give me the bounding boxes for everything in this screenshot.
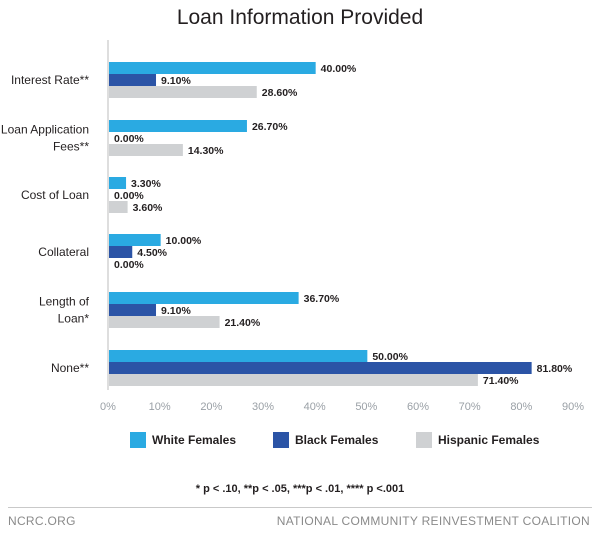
- footer-divider: [8, 507, 592, 508]
- legend: White Females Black Females Hispanic Fem…: [0, 432, 600, 454]
- bar: [109, 177, 127, 189]
- category-label: None**: [51, 361, 89, 375]
- bar-value-label: 9.10%: [161, 305, 191, 317]
- bar-chart: Interest Rate** 40.00% 9.10% 28.60% Loan App…: [1, 40, 584, 413]
- bar: [109, 62, 316, 74]
- bar-value-label: 14.30%: [188, 145, 224, 157]
- bar: [109, 201, 128, 213]
- bar-value-label: 9.10%: [161, 75, 191, 87]
- x-tick-label: 60%: [407, 401, 429, 413]
- category-label: Collateral: [38, 245, 89, 259]
- x-tick-label: 20%: [200, 401, 222, 413]
- bar: [109, 292, 299, 304]
- bar: [109, 246, 133, 258]
- legend-item-black-females: Black Females: [273, 432, 378, 448]
- x-tick-label: 80%: [510, 401, 532, 413]
- bar-value-label: 81.80%: [537, 363, 573, 375]
- significance-footnote: * p < .10, **p < .05, ***p < .01, **** p…: [195, 483, 405, 495]
- legend-swatch-black-females: [273, 432, 289, 448]
- bar-value-label: 3.60%: [133, 202, 163, 214]
- bar-value-label: 40.00%: [321, 63, 357, 75]
- category-label: Loan Application Fees**: [1, 123, 89, 154]
- bar: [109, 234, 161, 246]
- bar: [109, 86, 257, 98]
- bar: [109, 120, 247, 132]
- x-tick-label: 70%: [459, 401, 481, 413]
- bar: [109, 144, 183, 156]
- legend-item-white-females: White Females: [130, 432, 236, 448]
- bar-value-label: 0.00%: [114, 133, 144, 145]
- chart-title: Loan Information Provided: [176, 6, 424, 29]
- bar-value-label: 36.70%: [304, 293, 340, 305]
- x-tick-label: 90%: [562, 401, 584, 413]
- bar-value-label: 3.30%: [131, 178, 161, 190]
- bar-value-label: 10.00%: [166, 235, 202, 247]
- footer-site: NCRC.ORG: [8, 514, 76, 528]
- category-label: Interest Rate**: [11, 73, 89, 87]
- bar: [109, 74, 157, 86]
- category-label: Length of Loan*: [39, 295, 90, 326]
- legend-label-hispanic-females: Hispanic Females: [438, 433, 540, 447]
- bar-value-label: 0.00%: [114, 259, 144, 271]
- x-tick-label: 50%: [355, 401, 377, 413]
- bar: [109, 362, 532, 374]
- legend-swatch-white-females: [130, 432, 146, 448]
- legend-label-white-females: White Females: [152, 433, 237, 447]
- legend-swatch-hispanic-females: [416, 432, 432, 448]
- bar-value-label: 0.00%: [114, 190, 144, 202]
- bar-value-label: 28.60%: [262, 87, 298, 99]
- x-tick-label: 0%: [100, 401, 116, 413]
- bar-value-label: 21.40%: [225, 317, 261, 329]
- category-label: Cost of Loan: [21, 188, 89, 202]
- footer-organization: NATIONAL COMMUNITY REINVESTMENT COALITIO…: [276, 514, 590, 528]
- bar: [109, 304, 157, 316]
- bar-value-label: 71.40%: [483, 375, 519, 387]
- bar-value-label: 26.70%: [252, 121, 288, 133]
- legend-item-hispanic-females: Hispanic Females: [416, 432, 539, 448]
- bar: [109, 374, 478, 386]
- bar: [109, 316, 220, 328]
- x-tick-label: 10%: [149, 401, 171, 413]
- bar-value-label: 4.50%: [137, 247, 167, 259]
- legend-label-black-females: Black Females: [295, 433, 379, 447]
- x-tick-label: 30%: [252, 401, 274, 413]
- bar-value-label: 50.00%: [372, 351, 408, 363]
- bar: [109, 350, 368, 362]
- x-tick-label: 40%: [304, 401, 326, 413]
